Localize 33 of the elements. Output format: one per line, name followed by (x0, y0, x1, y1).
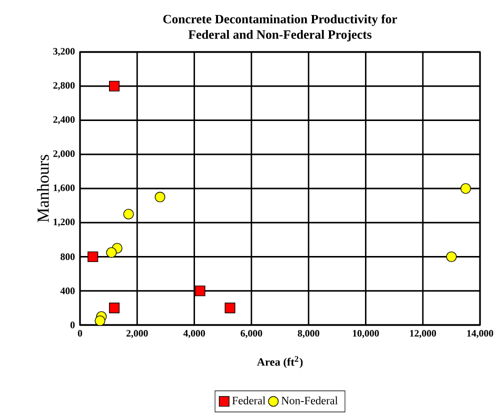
point (446, 251, 457, 262)
y-tick-label: 2,000 (53, 150, 75, 158)
point (88, 251, 98, 262)
point (106, 247, 117, 258)
y-tick-label: 1,200 (54, 218, 75, 227)
y-tick-label: 800 (60, 253, 75, 260)
x-tick-label: 14,000 (467, 330, 494, 338)
x-tick-label: 12,000 (410, 330, 436, 338)
y-tick-label: 1,600 (54, 184, 75, 193)
x-tick-label: 4,000 (183, 330, 205, 338)
point (94, 315, 106, 326)
point (154, 192, 166, 202)
point (224, 302, 236, 314)
x-tick-label: 6,000 (240, 330, 262, 338)
legend-label: Non-Federal (281, 396, 338, 404)
x-axis-title: Area (ft$^{2}$) (256, 356, 303, 368)
y-tick-label: 3,200 (53, 48, 75, 56)
x-tick-label: 0 (78, 330, 82, 337)
y-tick-label: 400 (60, 288, 75, 294)
x-tick-label: 8,000 (298, 330, 320, 338)
point (460, 183, 471, 194)
y-tick-label: 2,800 (53, 82, 75, 90)
chart-title: Concrete Decontamination Productivity for Federal and Non-Federal Projects (163, 14, 398, 42)
legend-label: Federal (232, 396, 266, 404)
x-tick-label: 2,000 (126, 330, 148, 338)
y-tick-label: 2,400 (53, 116, 75, 124)
point (109, 80, 120, 92)
point (194, 286, 206, 296)
point (109, 302, 120, 314)
y-tick-label: 0 (70, 322, 75, 328)
point (123, 208, 134, 220)
y-axis-title: Manhours (36, 154, 49, 222)
x-tick-label: 10,000 (352, 330, 379, 338)
